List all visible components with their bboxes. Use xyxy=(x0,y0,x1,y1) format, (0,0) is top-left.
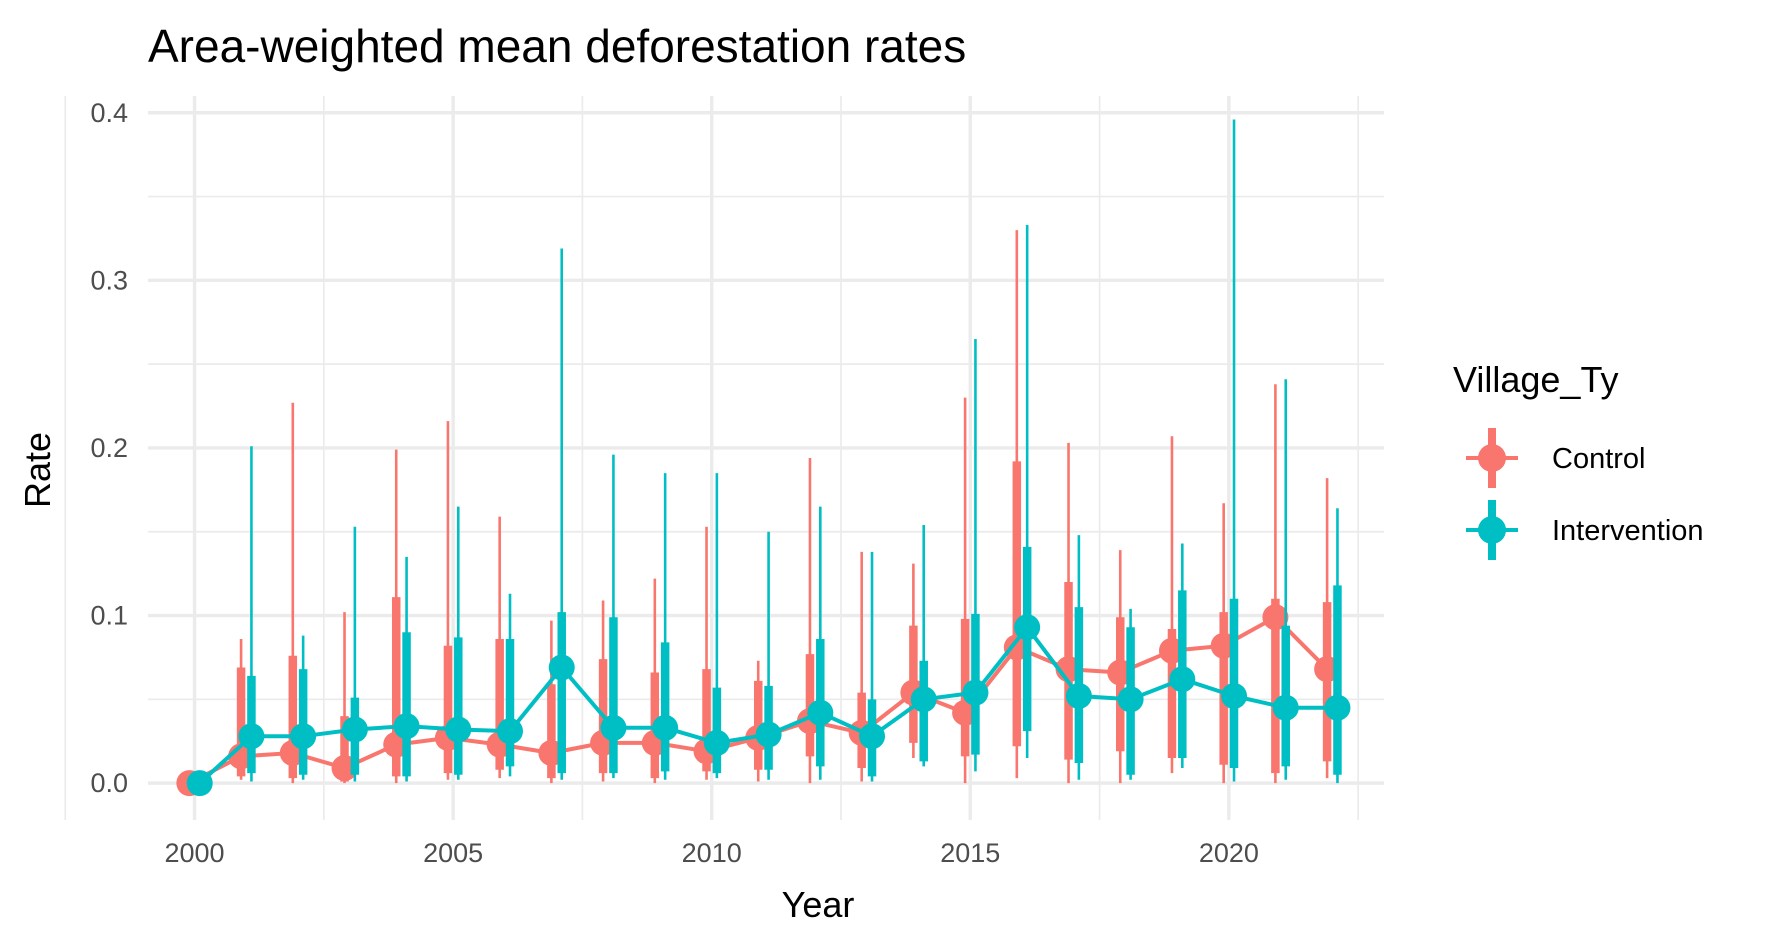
legend: Village_Ty Control Intervention xyxy=(1453,359,1704,560)
chart-title: Area-weighted mean deforestation rates xyxy=(148,20,966,72)
data-point xyxy=(1117,686,1144,713)
legend-item-control: Control xyxy=(1466,428,1646,488)
data-point xyxy=(445,716,472,743)
data-point xyxy=(1272,694,1299,721)
series-intervention xyxy=(186,119,1351,797)
data-point xyxy=(600,714,627,741)
legend-title: Village_Ty xyxy=(1453,359,1618,400)
data-point xyxy=(238,723,265,750)
data-point xyxy=(962,679,989,706)
y-tick-label: 0.2 xyxy=(90,433,128,463)
data-point xyxy=(1262,604,1289,631)
legend-point xyxy=(1478,516,1506,544)
data-point xyxy=(1065,682,1092,709)
data-point xyxy=(859,723,886,750)
data-point xyxy=(910,686,937,713)
series-layer xyxy=(176,119,1351,797)
x-tick-label: 2005 xyxy=(423,838,483,868)
data-point xyxy=(290,723,317,750)
data-point xyxy=(807,699,834,726)
data-point xyxy=(548,654,575,681)
y-tick-label: 0.0 xyxy=(90,768,128,798)
data-point xyxy=(341,716,368,743)
data-point xyxy=(652,714,679,741)
x-tick-label: 2015 xyxy=(940,838,1000,868)
data-point xyxy=(1169,666,1196,693)
legend-label: Control xyxy=(1552,443,1646,475)
y-axis-ticks: 0.0 0.1 0.2 0.3 0.4 xyxy=(90,98,128,798)
y-tick-label: 0.1 xyxy=(90,601,128,631)
data-point xyxy=(1014,614,1041,641)
data-point xyxy=(186,770,213,797)
y-tick-label: 0.3 xyxy=(90,265,128,295)
data-point xyxy=(1221,682,1248,709)
legend-item-intervention: Intervention xyxy=(1466,500,1704,560)
x-tick-label: 2000 xyxy=(165,838,225,868)
data-point xyxy=(393,713,420,740)
data-point xyxy=(1324,694,1351,721)
x-axis-ticks: 2000 2005 2010 2015 2020 xyxy=(165,838,1259,868)
legend-label: Intervention xyxy=(1552,515,1704,547)
legend-items: Control Intervention xyxy=(1466,428,1704,560)
data-point xyxy=(755,721,782,748)
x-tick-label: 2010 xyxy=(682,838,742,868)
x-axis-title: Year xyxy=(782,884,855,925)
x-tick-label: 2020 xyxy=(1199,838,1259,868)
data-point xyxy=(497,718,524,745)
legend-point xyxy=(1478,444,1506,472)
y-axis-title: Rate xyxy=(17,432,58,508)
data-point xyxy=(703,729,730,756)
y-tick-label: 0.4 xyxy=(90,98,128,128)
